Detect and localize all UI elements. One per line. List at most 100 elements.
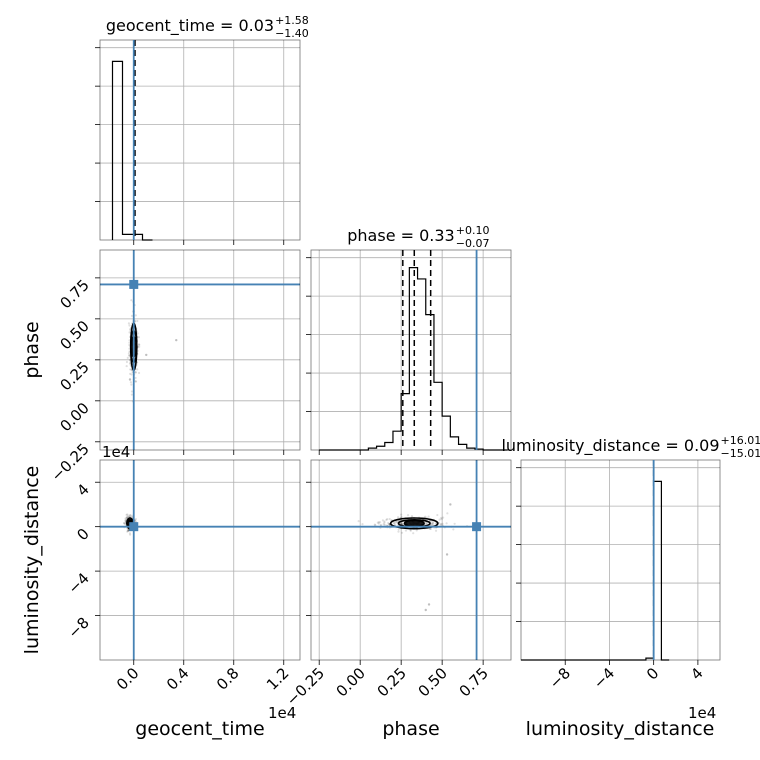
pair-phase-luminosity_distance-sample (361, 523, 363, 525)
hist-phase-frame (311, 250, 511, 450)
pair-phase-luminosity_distance-sample (358, 520, 360, 522)
pair-phase-luminosity_distance-sample (389, 518, 391, 520)
pair-phase-luminosity_distance-sample (445, 522, 447, 524)
pair-geocent_time-phase-sample (135, 371, 137, 373)
y-tick-label: 0.50 (56, 317, 92, 353)
pair-phase-luminosity_distance-sample (432, 521, 434, 523)
offset-text-luminosity-distance-y: 1e4 (102, 443, 130, 461)
pair-geocent_time-phase-sample (129, 373, 131, 375)
pair-geocent_time-luminosity_distance-sample (123, 522, 125, 524)
y-tick-label: −0.25 (48, 440, 93, 485)
title-luminosity_distance: luminosity_distance = 0.09 (501, 436, 719, 456)
pair-geocent_time-phase-sample (136, 368, 138, 370)
pair-phase-luminosity_distance-sample (452, 528, 454, 530)
y-tick-label: −4 (64, 569, 92, 597)
pair-phase-luminosity_distance-truth-marker (472, 522, 481, 531)
title-luminosity_distance-lower-error: −15.01 (721, 447, 760, 460)
x-tick-label: 0.50 (415, 664, 451, 700)
pair-geocent_time-phase-sample (130, 299, 132, 301)
y-tick-label: 0.00 (56, 399, 92, 435)
title-phase-upper-error: +0.10 (456, 224, 490, 237)
pair-phase-luminosity_distance-sample (411, 515, 413, 517)
pair-phase-luminosity_distance-sample (383, 521, 385, 523)
pair-geocent_time-luminosity_distance-sample (129, 532, 131, 534)
pair-phase-luminosity_distance-sample (439, 523, 441, 525)
pair-geocent_time-phase-sample (138, 372, 140, 374)
x-tick-label: −8 (546, 664, 574, 692)
pair-geocent_time-phase-sample (131, 390, 133, 392)
x-tick-label: 0 (643, 664, 662, 683)
pair-geocent_time-phase-marks (100, 250, 300, 450)
offset-text-geocent-time: 1e4 (268, 704, 296, 722)
x-tick-label: 0.0 (113, 664, 143, 694)
pair-geocent_time-phase-sample (131, 315, 133, 317)
pair-geocent_time-phase-sample (129, 368, 131, 370)
pair-geocent_time-phase-sample (126, 365, 128, 367)
pair-phase-luminosity_distance-outlier (446, 553, 448, 555)
y-axis-label-phase: phase (21, 321, 43, 378)
pair-geocent_time-phase-outlier (145, 354, 147, 356)
pair-phase-luminosity_distance-sample (429, 528, 431, 530)
pair-geocent_time-phase-sample (128, 322, 130, 324)
pair-geocent_time-luminosity_distance-truth-marker (129, 522, 138, 531)
y-tick-label: −8 (64, 614, 92, 642)
x-tick-label: 0.75 (456, 664, 492, 700)
pair-geocent_time-luminosity_distance-sample (125, 514, 127, 516)
title-geocent_time: geocent_time = 0.03 (106, 16, 274, 36)
pair-phase-luminosity_distance-sample (436, 514, 438, 516)
pair-geocent_time-phase-sample (128, 331, 130, 333)
pair-phase-luminosity_distance-contour (404, 520, 424, 526)
y-tick-label: 4 (73, 480, 92, 499)
pair-geocent_time-phase-sample (131, 393, 133, 395)
pair-geocent_time-phase-sample (138, 336, 140, 338)
y-tick-label: 0 (73, 525, 92, 544)
pair-phase-luminosity_distance-sample (394, 523, 396, 525)
pair-geocent_time-luminosity_distance-sample (126, 516, 128, 518)
pair-geocent_time-phase-sample (135, 380, 137, 382)
x-tick-label: −0.25 (283, 664, 328, 709)
pair-phase-luminosity_distance-sample (405, 529, 407, 531)
pair-geocent_time-phase-sample (126, 361, 128, 363)
pair-phase-luminosity_distance-marks (311, 460, 511, 660)
pair-phase-luminosity_distance-sample (412, 532, 414, 534)
hist-luminosity_distance-frame (521, 460, 720, 660)
pair-phase-luminosity_distance-outlier (449, 503, 451, 505)
pair-phase-luminosity_distance-sample (410, 530, 412, 532)
pair-geocent_time-luminosity_distance-marks (100, 460, 300, 660)
pair-phase-luminosity_distance-sample (454, 523, 456, 525)
x-tick-label: −4 (590, 664, 618, 692)
pair-phase-luminosity_distance-frame (311, 460, 511, 660)
pair-geocent_time-phase-outlier (175, 339, 177, 341)
pair-phase-luminosity_distance-sample (441, 518, 443, 520)
pair-geocent_time-phase-sample (138, 343, 140, 345)
title-geocent_time-upper-error: +1.58 (275, 14, 309, 27)
hist-geocent_time-steps (113, 61, 153, 240)
title-geocent_time-lower-error: −1.40 (275, 27, 309, 40)
offset-text-luminosity-distance-x: 1e4 (688, 704, 716, 722)
pair-phase-luminosity_distance-sample (441, 523, 443, 525)
pair-phase-luminosity_distance-outlier (425, 609, 427, 611)
pair-phase-luminosity_distance-sample (398, 528, 400, 530)
x-axis-label-geocent-time: geocent_time (135, 718, 264, 740)
pair-geocent_time-phase-sample (138, 346, 140, 348)
pair-geocent_time-phase-sample (135, 377, 137, 379)
x-tick-label: 0.25 (374, 664, 410, 700)
pair-phase-luminosity_distance-sample (428, 515, 430, 517)
pair-geocent_time-phase-sample (130, 384, 132, 386)
pair-geocent_time-phase-sample (130, 381, 132, 383)
title-luminosity_distance-upper-error: +16.01 (721, 434, 760, 447)
x-tick-label: 0.4 (163, 664, 193, 694)
title-phase-lower-error: −0.07 (456, 237, 490, 250)
y-tick-label: 0.75 (56, 276, 92, 312)
pair-phase-luminosity_distance-sample (446, 512, 448, 514)
title-phase: phase = 0.33 (347, 226, 454, 245)
y-tick-label: 0.25 (56, 358, 92, 394)
y-axis-label-luminosity-distance: luminosity_distance (21, 466, 43, 655)
pair-phase-luminosity_distance-outlier (428, 603, 430, 605)
pair-geocent_time-phase-sample (136, 320, 138, 322)
pair-phase-luminosity_distance-sample (397, 516, 399, 518)
pair-phase-luminosity_distance-sample (400, 514, 402, 516)
hist-phase-steps (319, 268, 508, 450)
pair-geocent_time-phase-sample (135, 314, 137, 316)
